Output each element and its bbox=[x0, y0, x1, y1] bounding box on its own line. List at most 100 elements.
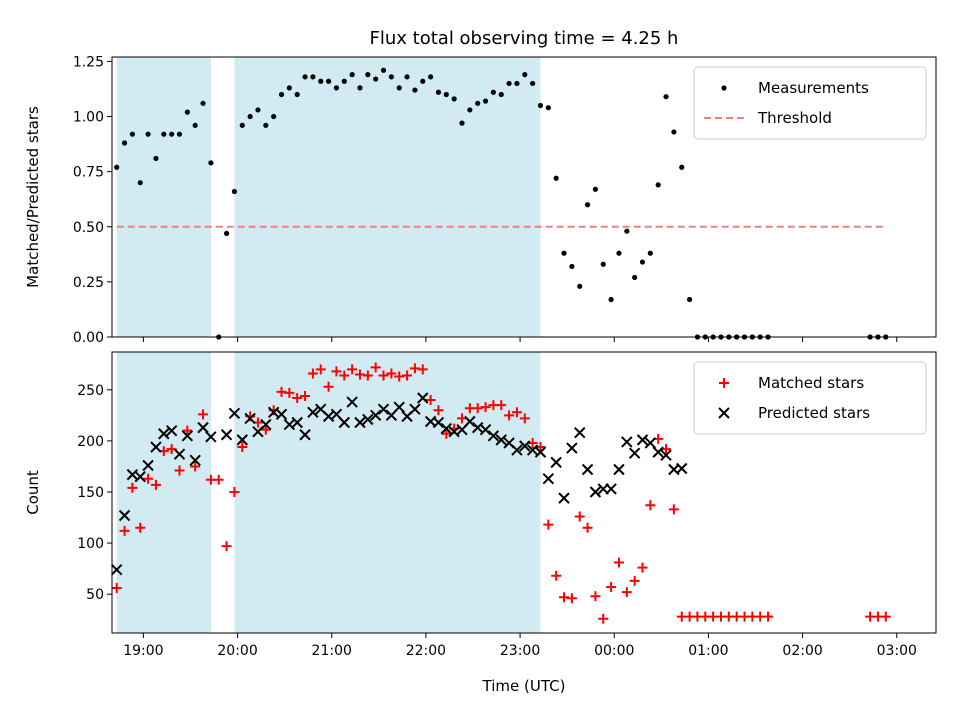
data-point bbox=[551, 570, 562, 581]
y-tick-label: 0.00 bbox=[73, 330, 104, 346]
data-point bbox=[537, 102, 544, 109]
data-point bbox=[221, 541, 232, 552]
data-point bbox=[628, 447, 641, 459]
data-point bbox=[535, 442, 546, 453]
data-point bbox=[417, 364, 428, 375]
data-point bbox=[307, 368, 318, 379]
y-axis-label: Count bbox=[24, 470, 42, 515]
data-point bbox=[315, 364, 326, 375]
y-tick-label: 50 bbox=[86, 587, 104, 603]
data-point bbox=[644, 437, 657, 449]
data-point bbox=[487, 430, 500, 442]
data-point bbox=[111, 563, 123, 576]
data-point bbox=[198, 409, 209, 420]
legend-entry-label: Predicted stars bbox=[758, 404, 870, 422]
data-point bbox=[511, 444, 523, 456]
data-point bbox=[388, 74, 394, 80]
legend-entry-label: Measurements bbox=[758, 79, 869, 97]
data-point bbox=[496, 400, 507, 411]
data-point bbox=[394, 371, 405, 382]
data-point bbox=[561, 250, 567, 256]
legend: Matched stars Predicted stars bbox=[693, 361, 927, 435]
data-point bbox=[686, 296, 693, 303]
data-point bbox=[432, 416, 445, 429]
data-point bbox=[373, 76, 379, 82]
data-point bbox=[347, 364, 358, 375]
data-point bbox=[386, 368, 397, 379]
legend-entry-label: Matched stars bbox=[758, 374, 864, 392]
data-point bbox=[263, 122, 269, 128]
data-point bbox=[255, 107, 261, 113]
series-predicted-stars bbox=[111, 392, 688, 576]
data-point bbox=[197, 421, 209, 434]
x-tick-label: 20:00 bbox=[217, 643, 257, 659]
axes-frame bbox=[111, 56, 937, 338]
legend: Measurements Threshold bbox=[693, 66, 927, 140]
data-point bbox=[189, 454, 201, 467]
data-point bbox=[441, 428, 452, 439]
data-point bbox=[479, 423, 492, 436]
data-point bbox=[559, 592, 570, 603]
data-point bbox=[153, 155, 159, 162]
data-point bbox=[377, 403, 390, 415]
data-point bbox=[480, 402, 491, 413]
data-point bbox=[229, 486, 240, 497]
data-point bbox=[119, 525, 130, 536]
y-tick-label: 150 bbox=[77, 485, 104, 501]
x-tick-label: 19:00 bbox=[123, 643, 163, 659]
data-point bbox=[161, 131, 167, 137]
data-point bbox=[341, 78, 347, 84]
data-point bbox=[142, 459, 154, 472]
data-point bbox=[260, 418, 272, 431]
data-point bbox=[624, 228, 630, 234]
shaded-region-2 bbox=[234, 352, 541, 633]
data-point bbox=[200, 100, 206, 106]
data-point bbox=[354, 416, 366, 429]
y-tick-label: 1.00 bbox=[73, 110, 104, 126]
data-point bbox=[231, 188, 238, 195]
data-point bbox=[632, 274, 638, 281]
data-point bbox=[302, 74, 308, 80]
data-point bbox=[111, 583, 122, 594]
data-point bbox=[286, 85, 292, 91]
data-point bbox=[457, 413, 468, 424]
data-point bbox=[300, 390, 311, 401]
data-point bbox=[114, 164, 120, 170]
data-point bbox=[402, 370, 413, 381]
data-point bbox=[291, 416, 303, 429]
data-point bbox=[574, 511, 585, 522]
data-point bbox=[150, 441, 162, 453]
y-tick-label: 0.75 bbox=[73, 165, 104, 181]
data-point bbox=[213, 474, 224, 485]
data-point bbox=[542, 472, 555, 485]
x-tick-label: 01:00 bbox=[688, 643, 728, 659]
data-point bbox=[490, 89, 496, 95]
data-point bbox=[362, 413, 374, 426]
data-point bbox=[275, 408, 288, 421]
data-point bbox=[606, 582, 617, 593]
x-tick-label: 02:00 bbox=[782, 643, 822, 659]
x-tick-label: 00:00 bbox=[594, 643, 634, 659]
data-point bbox=[440, 422, 453, 435]
data-point bbox=[369, 409, 382, 422]
data-point bbox=[260, 424, 271, 435]
data-point bbox=[514, 80, 520, 87]
data-point bbox=[294, 91, 300, 98]
data-point bbox=[205, 431, 217, 443]
data-point bbox=[577, 283, 583, 289]
data-point bbox=[629, 575, 640, 586]
data-point bbox=[417, 392, 429, 404]
data-point bbox=[553, 175, 559, 181]
data-point bbox=[671, 129, 677, 135]
data-point bbox=[307, 406, 319, 418]
panel-1: 0.00 0.25 0.50 0.75 1.00 1.25 Flux total obser… bbox=[24, 28, 937, 346]
data-point bbox=[584, 202, 591, 208]
series-measurements bbox=[114, 67, 889, 340]
data-point bbox=[237, 442, 248, 453]
data-point bbox=[613, 463, 625, 476]
data-point bbox=[581, 463, 594, 476]
data-point bbox=[621, 436, 633, 448]
data-point bbox=[534, 446, 547, 458]
data-point bbox=[349, 72, 355, 78]
